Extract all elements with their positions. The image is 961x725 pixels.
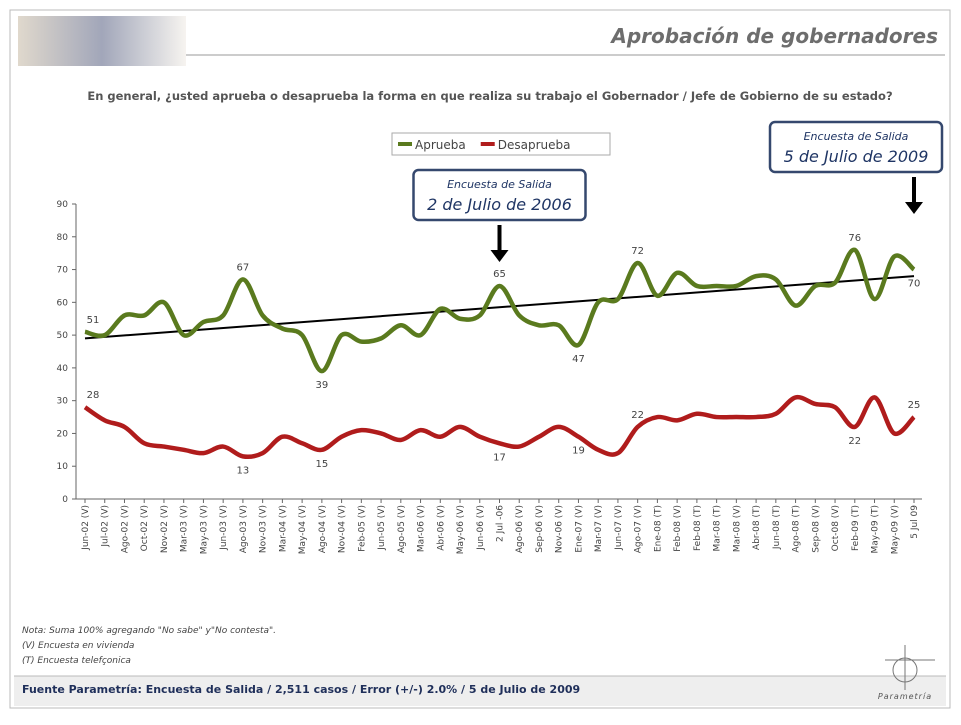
- x-tick-label: Ene-07 (V): [574, 505, 584, 553]
- x-tick-label: Ago-04 (V): [318, 505, 328, 553]
- x-tick-label: Oct-08 (V): [831, 505, 841, 551]
- y-tick-label: 80: [57, 233, 69, 243]
- x-tick-label: 5 Jul 09: [910, 505, 920, 539]
- note: Nota: Suma 100% agregando "No sabe" y"No…: [22, 626, 276, 636]
- x-tick-label: Feb-08 (T): [693, 505, 703, 551]
- trend-line: [84, 275, 915, 340]
- callout-arrowhead: [905, 202, 923, 214]
- x-tick-label: Mar-07 (V): [594, 505, 604, 552]
- data-label: 13: [237, 465, 250, 476]
- callout: Encuesta de Salida 2 de Julio de 2006: [412, 168, 587, 262]
- x-tick-label: Ago-08 (T): [792, 505, 802, 553]
- x-tick-label: Feb-09 (T): [851, 505, 861, 551]
- x-tick-label: Abr-06 (V): [436, 505, 446, 551]
- data-label: 47: [572, 354, 585, 365]
- callout-line: Encuesta de Salida: [447, 178, 552, 191]
- x-tick-label: Abr-08 (T): [752, 505, 762, 550]
- footer-band: [14, 676, 946, 706]
- logo: Parametría: [878, 645, 935, 701]
- data-label: 39: [315, 380, 328, 391]
- x-tick-label: May-03 (V): [199, 505, 209, 554]
- x-tick-label: Feb-05 (V): [357, 505, 367, 552]
- x-tick-label: Ago-02 (V): [120, 505, 130, 553]
- x-tick-label: Nov-04 (V): [338, 505, 348, 553]
- x-tick-label: Jun-06 (V): [476, 505, 486, 551]
- note: (T) Encuesta telefçonica: [22, 656, 131, 666]
- legend-label: Desaprueba: [498, 138, 571, 152]
- data-label: 65: [493, 269, 506, 280]
- data-label: 70: [908, 279, 921, 290]
- x-tick-label: May-09 (T): [871, 505, 881, 554]
- y-tick-label: 60: [57, 298, 69, 308]
- x-tick-label: May-04 (V): [298, 505, 308, 554]
- data-label: 72: [631, 246, 644, 257]
- x-tick-label: Ago-07 (V): [634, 505, 644, 553]
- data-label: 19: [572, 446, 585, 457]
- x-tick-label: Mar-08 (T): [713, 505, 723, 552]
- callout: Encuesta de Salida 5 de Julio de 2009: [768, 120, 944, 214]
- title: Aprobación de gobernadores: [609, 24, 938, 48]
- x-tick-label: Sep-08 (V): [811, 505, 821, 553]
- x-tick-label: Ago-03 (V): [239, 505, 249, 553]
- y-tick-label: 70: [57, 266, 69, 276]
- data-label: 67: [237, 262, 250, 273]
- x-tick-label: Mar-08 (V): [732, 505, 742, 552]
- x-tick-label: Mar-04 (V): [278, 505, 288, 552]
- y-tick-label: 30: [57, 397, 69, 407]
- y-tick-label: 50: [57, 331, 69, 341]
- series-line: [83, 394, 916, 460]
- x-tick-label: Ago-05 (V): [397, 505, 407, 553]
- y-tick-label: 90: [57, 200, 69, 210]
- callout-line: 5 de Julio de 2009: [784, 147, 929, 166]
- x-tick-label: Oct-02 (V): [140, 505, 150, 551]
- x-tick-label: Jun-05 (V): [377, 505, 387, 551]
- x-tick-label: Ago-06 (V): [515, 505, 525, 553]
- x-tick-label: Jun-03 (V): [219, 505, 229, 551]
- data-label: 25: [908, 400, 921, 411]
- y-tick-label: 40: [57, 364, 69, 374]
- logo-text: Parametría: [878, 692, 932, 701]
- x-tick-label: May-06 (V): [456, 505, 466, 554]
- subtitle: En general, ¿usted aprueba o desaprueba …: [87, 89, 892, 103]
- data-label: 51: [87, 315, 100, 326]
- x-tick-label: Nov-02 (V): [160, 505, 170, 553]
- callout-line: 2 de Julio de 2006: [427, 195, 572, 214]
- data-label: 22: [631, 410, 644, 421]
- x-tick-label: Nov-03 (V): [259, 505, 269, 553]
- callout-line: Encuesta de Salida: [804, 130, 909, 143]
- data-label: 22: [848, 436, 861, 447]
- legend-label: Aprueba: [415, 138, 466, 152]
- y-tick-label: 0: [62, 495, 68, 505]
- x-tick-label: Ene-08 (T): [653, 505, 663, 552]
- y-tick-label: 10: [57, 462, 69, 472]
- x-tick-label: May-09 (V): [890, 505, 900, 554]
- series-line: [84, 247, 916, 374]
- callout-box: [768, 120, 944, 174]
- data-label: 28: [87, 390, 100, 401]
- frame: [9, 9, 951, 709]
- header-image: [18, 16, 186, 66]
- legend: Aprueba Desaprueba: [391, 132, 611, 156]
- x-tick-label: Feb-08 (V): [673, 505, 683, 552]
- x-tick-label: Jun-07 (V): [614, 505, 624, 551]
- data-label: 76: [848, 233, 861, 244]
- callout-arrowhead: [490, 250, 509, 262]
- x-tick-label: Mar-03 (V): [180, 505, 190, 552]
- x-tick-label: Mar-06 (V): [417, 505, 427, 552]
- source: Fuente Parametría: Encuesta de Salida / …: [22, 683, 580, 696]
- callout-box: [412, 168, 587, 222]
- note: (V) Encuesta en vivienda: [22, 641, 134, 651]
- legend-box: [391, 132, 611, 156]
- data-label: 15: [315, 459, 328, 470]
- x-tick-label: Jun-02 (V): [81, 505, 91, 551]
- y-tick-label: 20: [57, 429, 69, 439]
- x-tick-label: 2 Jul -06: [496, 505, 506, 542]
- x-tick-label: Jul-02 (V): [101, 505, 111, 548]
- x-tick-label: Nov-06 (V): [555, 505, 565, 553]
- data-label: 17: [493, 452, 506, 463]
- x-tick-label: Jun-08 (T): [772, 505, 782, 550]
- x-tick-label: Sep-06 (V): [535, 505, 545, 553]
